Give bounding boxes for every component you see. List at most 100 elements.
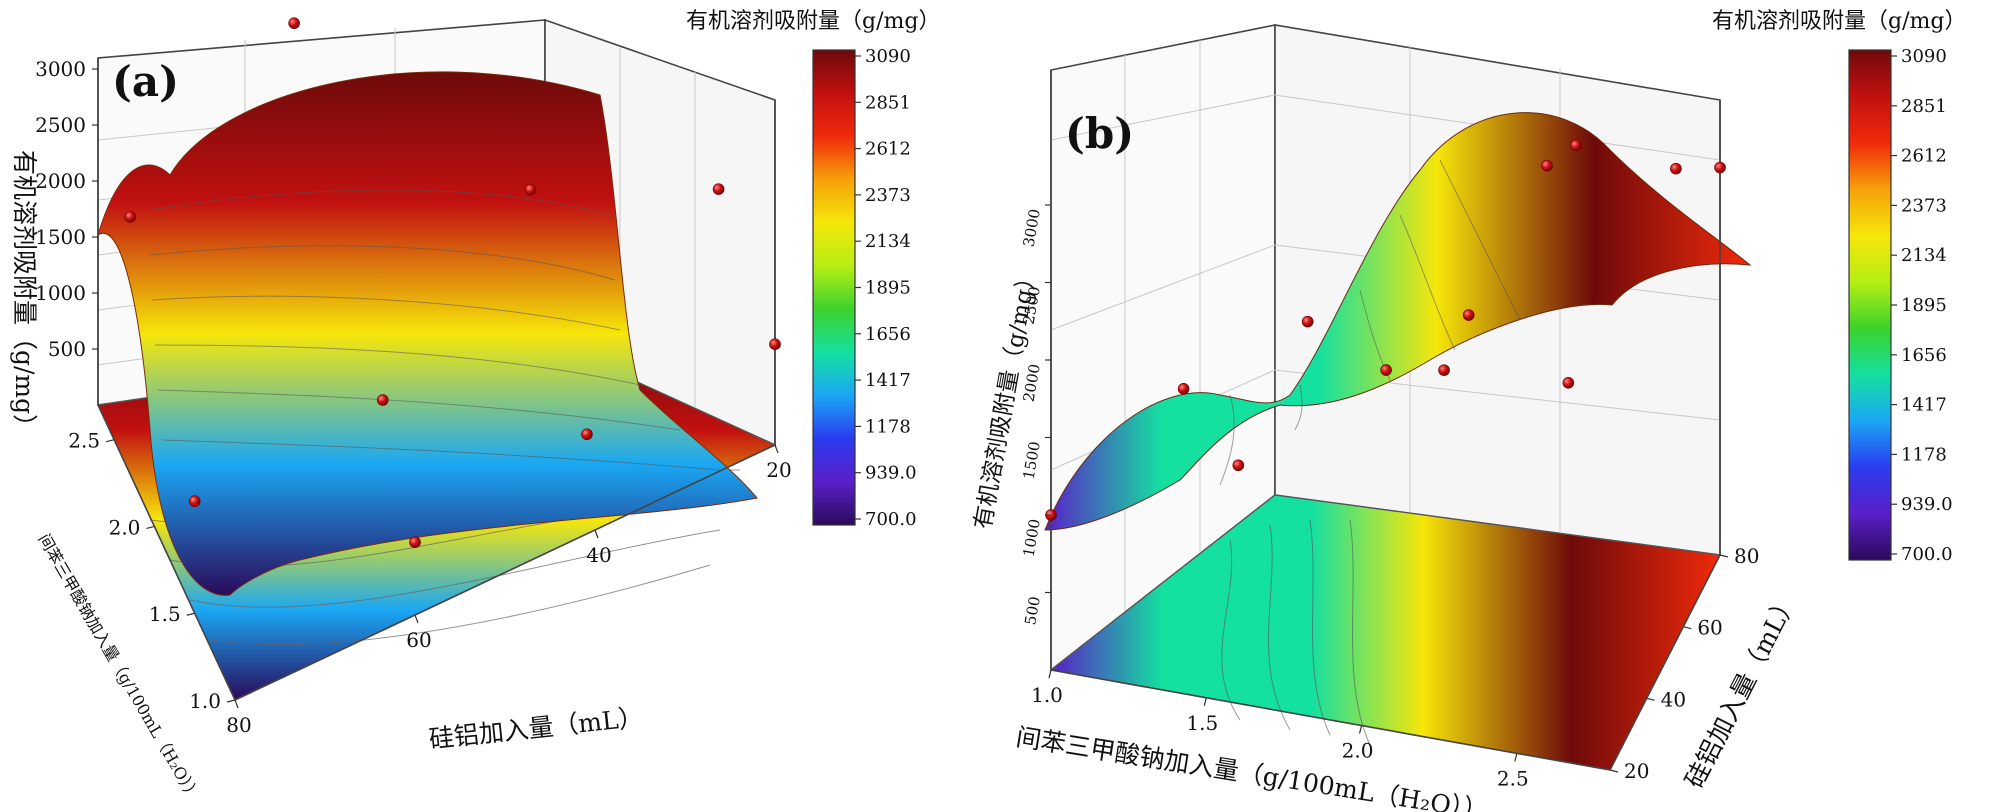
panel-b-y-axis (1609, 554, 1721, 771)
panel-a-z-ticks: 500 1000 1500 2000 2500 3000 (35, 57, 98, 361)
panel-a-z-tick-label: 3000 (35, 57, 86, 81)
colorbar-tick-label: 1895 (1901, 295, 1947, 316)
panel-a: 500 1000 1500 2000 2500 3000 1.0 1.5 2.0 2.5 20 4… (10, 17, 792, 805)
colorbar-tick-label: 1417 (1901, 395, 1947, 416)
panel-b-z-tick-label: 1500 (1020, 440, 1044, 481)
colorbar-b: 有机溶剂吸附量（g/mg） 3090 2851 2612 2373 2134 1895 16… (1712, 9, 1966, 565)
panel-b-data-point (1438, 364, 1450, 376)
colorbar-b-scale (1848, 49, 1892, 561)
panel-b-data-point (1714, 161, 1726, 174)
panel-b-x-ticks: 1.0 1.5 2.0 2.5 (1031, 669, 1529, 790)
panel-a-data-point (769, 338, 781, 351)
colorbar-a-title: 有机溶剂吸附量（g/mg） (686, 9, 940, 34)
panel-b-z-tick-label: 1000 (1020, 518, 1044, 559)
panel-a-x-axis-label: 硅铝加入量（mL） (428, 703, 645, 754)
panel-a-y-tick-label: 2.5 (68, 429, 100, 453)
colorbar-tick-label: 700.0 (865, 509, 917, 530)
colorbar-tick-label: 1656 (1901, 345, 1947, 366)
colorbar-tick-label: 2134 (865, 231, 911, 252)
panel-a-surface-contours (149, 189, 721, 471)
panel-a-y-tick-label: 1.0 (189, 689, 221, 713)
panel-b-data-point (1562, 376, 1575, 389)
panel-b-y-tick-mark (1646, 697, 1655, 701)
colorbar-tick-label: 1656 (865, 324, 911, 345)
panel-b-z-tick-label: 3000 (1020, 208, 1044, 249)
colorbar-tick-label: 2851 (1901, 96, 1947, 117)
panel-b-y-tick-mark (1609, 769, 1619, 773)
colorbar-tick-label: 2373 (865, 185, 911, 206)
panel-a-z-tick-label: 1500 (35, 225, 86, 249)
panel-b-x-tick-mark (1048, 669, 1052, 679)
panel-a-y-tick-label: 2.0 (109, 515, 141, 539)
colorbar-tick-label: 2612 (1901, 146, 1947, 167)
colorbar-tick-label: 3090 (1901, 46, 1947, 67)
panel-b-x-tick-mark (1514, 753, 1518, 762)
panel-a-z-tick-label: 500 (48, 337, 86, 361)
panel-a-y-tick-mark (105, 439, 115, 443)
panel-a-data-point (524, 183, 537, 196)
panel-a-surface (97, 71, 758, 596)
panel-b-y-tick-label: 20 (1624, 759, 1649, 783)
colorbar-tick-label: 2134 (1901, 245, 1947, 266)
panel-b-data-point (1670, 162, 1682, 175)
panel-b-data-point (1177, 382, 1190, 395)
panel-a-data-point (376, 394, 389, 406)
panel-a-x-tick-mark (414, 614, 419, 624)
panel-a-y-tick-label: 1.5 (149, 602, 181, 626)
panel-b-x-tick-label: 2.0 (1342, 739, 1374, 763)
panel-a-x-tick-label: 80 (226, 713, 251, 737)
panel-a-tag: (a) (112, 57, 179, 106)
panel-b-y-tick-mark (1719, 554, 1729, 558)
panel-b-x-tick-label: 1.0 (1031, 683, 1063, 707)
panel-b-x-tick-label: 1.5 (1186, 711, 1218, 735)
panel-a-y-tick-mark (146, 525, 155, 530)
panel-a-z-tick-label: 2500 (35, 113, 86, 137)
panel-b-data-point (1541, 159, 1553, 172)
panel-b-y-ticks: 20 40 60 80 (1609, 544, 1759, 783)
panel-a-x-ticks: 20 40 60 80 (226, 444, 792, 737)
panel-a-data-point (288, 17, 300, 29)
colorbar-tick-label: 1895 (865, 278, 911, 299)
colorbar-b-ticks: 3090 2851 2612 2373 2134 1895 1656 1417 1178 939.… (1891, 46, 1953, 565)
colorbar-tick-label: 3090 (865, 46, 911, 67)
panel-b-data-point (1462, 309, 1475, 321)
panel-a-data-point (409, 536, 421, 549)
colorbar-tick-label: 2612 (865, 139, 911, 160)
colorbar-a-ticks: 3090 2851 2612 2373 2134 1895 1656 1417 1178 939.… (855, 46, 917, 530)
panel-b-floor-contours (1221, 519, 1371, 746)
colorbar-tick-label: 1417 (865, 370, 911, 391)
panel-a-x-axis (234, 444, 776, 701)
colorbar-a: 有机溶剂吸附量（g/mg） 3090 2851 2612 2373 2134 1895 16… (686, 9, 940, 530)
panel-b-data-point (1301, 315, 1314, 328)
panel-b-tag: (b) (1065, 109, 1134, 158)
panel-a-y-tick-mark (226, 699, 236, 703)
panel-a-data-point (581, 428, 593, 441)
colorbar-tick-label: 1178 (865, 416, 911, 437)
panel-a-data-point (188, 495, 201, 508)
panel-a-z-tick-label: 2000 (35, 169, 86, 193)
panel-b-x-tick-mark (1203, 697, 1207, 706)
panel-a-data-point (124, 211, 137, 223)
colorbar-tick-label: 1178 (1901, 444, 1947, 465)
colorbar-b-title: 有机溶剂吸附量（g/mg） (1712, 9, 1966, 34)
panel-a-z-tick-label: 1000 (35, 281, 86, 305)
panel-b-data-point (1232, 459, 1245, 472)
panel-a-data-point (712, 183, 725, 195)
panel-b-y-tick-label: 80 (1734, 544, 1759, 568)
colorbar-tick-label: 2851 (865, 92, 911, 113)
colorbar-a-scale (812, 49, 856, 526)
panel-b-y-tick-mark (1683, 626, 1692, 630)
panel-b-x-tick-label: 2.5 (1497, 766, 1529, 790)
panel-b-z-tick-label: 500 (1021, 595, 1044, 626)
panel-b-data-point (1570, 139, 1582, 152)
panel-a-x-tick-mark (234, 699, 239, 709)
panel-a-x-tick-label: 20 (766, 458, 791, 482)
panel-b-surface (1044, 112, 1752, 531)
panel-a-y-axis (97, 404, 236, 701)
panel-b-y-tick-label: 60 (1697, 616, 1722, 640)
panel-a-x-tick-mark (594, 529, 599, 539)
panel-a-x-tick-label: 60 (406, 628, 431, 652)
colorbar-tick-label: 700.0 (1901, 544, 1953, 565)
